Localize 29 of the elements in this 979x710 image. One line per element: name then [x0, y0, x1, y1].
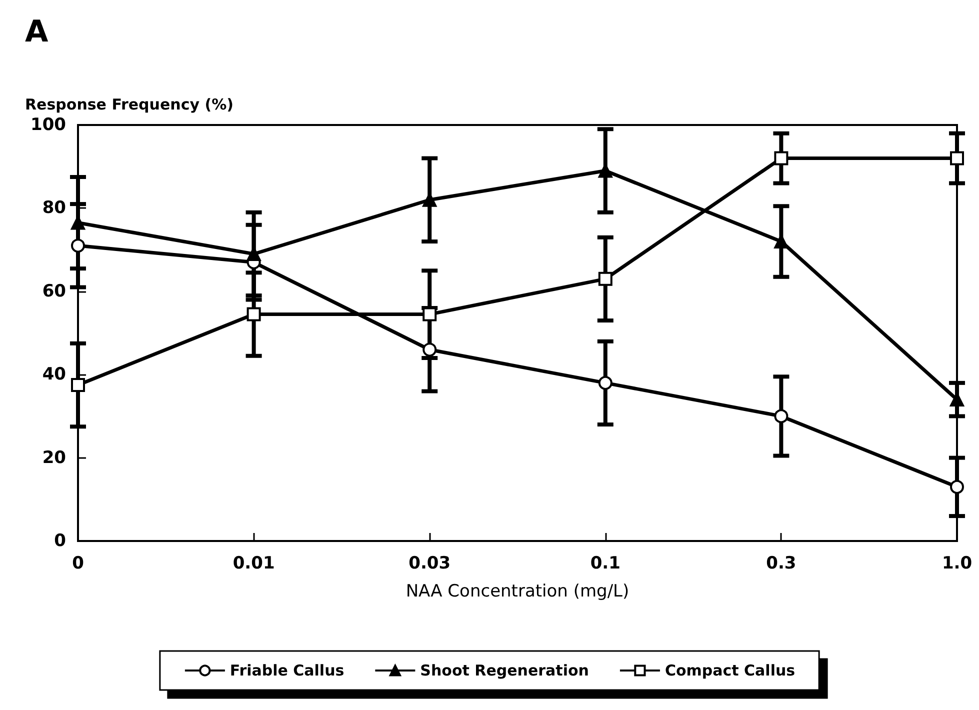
point: [598, 376, 612, 390]
point: [71, 238, 85, 253]
y-tick-label: 80: [42, 198, 66, 218]
x-tick-label: 0.03: [408, 554, 451, 574]
point: [422, 307, 437, 322]
point: [598, 272, 612, 286]
x-tick-label: 1.0: [942, 554, 972, 574]
legend-label: Friable Callus: [230, 662, 344, 680]
point: [71, 378, 85, 392]
point: [774, 151, 788, 166]
x-tick-label: 0.3: [766, 554, 796, 574]
legend-label: Compact Callus: [664, 662, 796, 680]
point: [950, 151, 964, 166]
point: [246, 307, 261, 322]
chart-title: A: [25, 14, 49, 50]
x-tick-label: 0: [72, 554, 84, 574]
legend-label: Shoot Regeneration: [420, 662, 589, 680]
point: [422, 342, 437, 357]
point: [950, 480, 964, 494]
x-tick-label: 0.1: [590, 554, 620, 574]
point: [774, 409, 788, 424]
y-axis-title: Response Frequency (%): [25, 96, 234, 114]
y-tick-label: 100: [30, 115, 66, 135]
y-tick-label: 0: [54, 531, 66, 551]
y-tick-label: 20: [42, 448, 66, 468]
x-axis-title: NAA Concentration (mg/L): [406, 582, 630, 602]
y-tick-label: 60: [42, 281, 66, 302]
y-tick-label: 40: [42, 364, 66, 385]
x-tick-label: 0.01: [232, 554, 275, 574]
